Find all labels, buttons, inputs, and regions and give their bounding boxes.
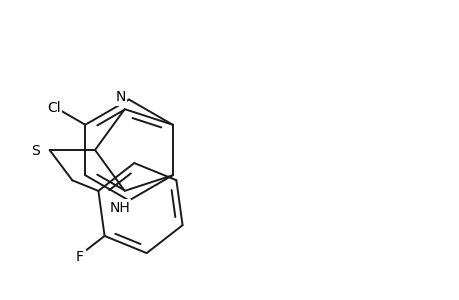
Text: F: F (76, 250, 84, 264)
Text: N: N (115, 90, 125, 104)
Text: Cl: Cl (47, 101, 61, 115)
Text: S: S (31, 145, 40, 158)
Text: NH: NH (109, 201, 130, 215)
